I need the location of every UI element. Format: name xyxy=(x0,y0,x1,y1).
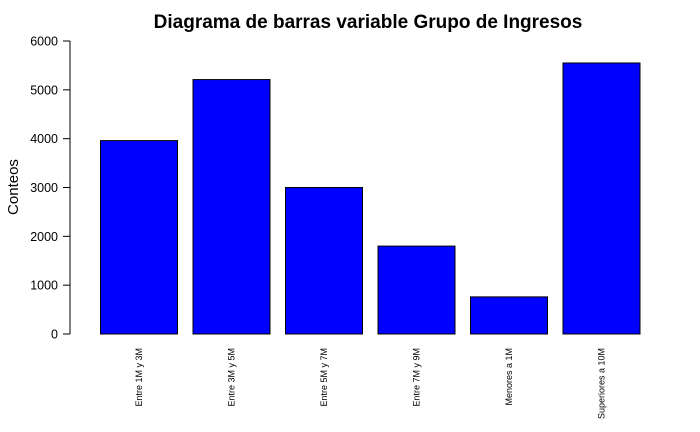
category-label: Entre 7M y 9M xyxy=(412,348,422,407)
bar xyxy=(562,62,641,335)
y-tick-label: 6000 xyxy=(30,35,58,49)
y-tick-label: 1000 xyxy=(30,279,58,293)
bars xyxy=(100,62,641,335)
bar xyxy=(377,245,456,335)
category-labels: Entre 1M y 3M Entre 3M y 5M Entre 5M y 7M E… xyxy=(134,348,607,419)
category-label: Superiores a 10M xyxy=(597,348,607,419)
y-tick-label: 3000 xyxy=(30,181,58,195)
y-tick-label: 5000 xyxy=(30,83,58,97)
y-axis: 0 1000 2000 3000 4000 5000 6000 xyxy=(30,35,71,342)
bar xyxy=(192,79,271,335)
category-label: Entre 5M y 7M xyxy=(319,348,329,407)
category-label: Entre 3M y 5M xyxy=(227,348,237,407)
y-tick-label: 4000 xyxy=(30,132,58,146)
bar xyxy=(100,140,178,335)
bar xyxy=(285,187,363,335)
y-axis-label: Conteos xyxy=(5,159,22,215)
category-label: Entre 1M y 3M xyxy=(134,348,144,407)
chart-title: Diagrama de barras variable Grupo de Ing… xyxy=(154,12,583,33)
y-tick-label: 2000 xyxy=(30,230,58,244)
category-label: Menores a 1M xyxy=(504,348,514,406)
y-tick-label: 0 xyxy=(51,328,58,342)
bar xyxy=(470,296,548,335)
